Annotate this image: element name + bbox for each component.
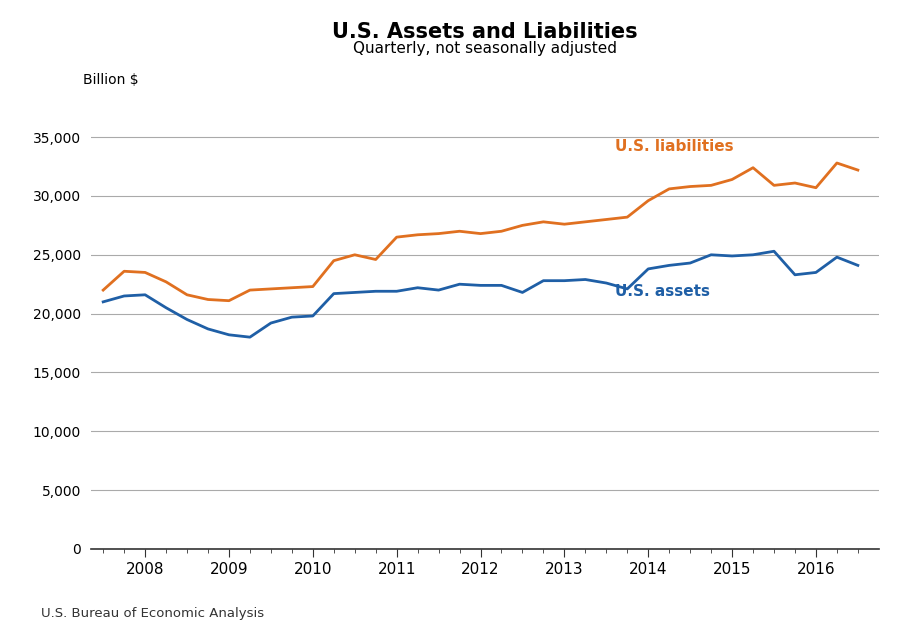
Text: U.S. assets: U.S. assets xyxy=(614,284,709,298)
Text: Quarterly, not seasonally adjusted: Quarterly, not seasonally adjusted xyxy=(352,41,617,56)
Text: U.S. Bureau of Economic Analysis: U.S. Bureau of Economic Analysis xyxy=(41,606,264,620)
Text: U.S. liabilities: U.S. liabilities xyxy=(614,139,733,154)
Text: Billion $: Billion $ xyxy=(82,73,139,88)
Text: U.S. Assets and Liabilities: U.S. Assets and Liabilities xyxy=(332,22,638,42)
